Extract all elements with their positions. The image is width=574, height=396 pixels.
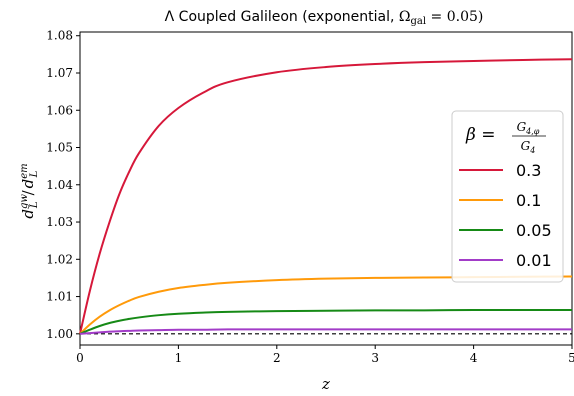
- legend-box: [451, 110, 564, 283]
- y-tick-label: 1.07: [46, 66, 73, 80]
- series-line-0.05: [79, 308, 572, 335]
- y-tick-label: 1.02: [46, 252, 73, 266]
- legend-title: β = G4,φ G4: [465, 120, 546, 155]
- x-tick-label: 1: [175, 351, 183, 365]
- y-tick-label: 1.03: [46, 215, 73, 229]
- legend-label-0.1: 0.1: [516, 191, 541, 210]
- legend-label-0.01: 0.01: [516, 251, 552, 270]
- x-tick-label: 0: [76, 351, 84, 365]
- y-tick-label: 1.00: [46, 327, 73, 341]
- x-tick-label: 4: [470, 351, 478, 365]
- legend-title-denominator: G4: [521, 139, 536, 155]
- series-line-0.3: [79, 58, 573, 335]
- y-axis: 1.00 1.01 1.02 1.03 1.04 1.05 1.06 1.07 1.08: [46, 29, 80, 341]
- series-line-0.1: [79, 275, 573, 335]
- legend-label-0.05: 0.05: [516, 221, 552, 240]
- y-tick-label: 1.01: [46, 290, 73, 304]
- legend: β = G4,φ G4 0.3 0.1 0.05 0.01: [451, 110, 564, 283]
- x-axis: 0 1 2 3 4 5: [76, 345, 574, 365]
- x-tick-label: 3: [371, 351, 379, 365]
- series-line-0.01: [79, 328, 572, 335]
- y-tick-label: 1.06: [46, 103, 73, 117]
- legend-title-beta: β =: [465, 125, 495, 145]
- y-tick-label: 1.08: [46, 29, 73, 43]
- x-tick-label: 2: [273, 351, 281, 365]
- plot-frame: [79, 31, 573, 346]
- legend-title-numerator: G4,φ: [517, 120, 540, 136]
- x-tick-label: 5: [568, 351, 574, 365]
- series-layer: [79, 58, 573, 335]
- x-axis-label: z: [321, 375, 330, 393]
- chart-title: Λ Coupled Galileon (exponential, Ωgal = …: [165, 9, 484, 27]
- plot-area: [79, 31, 573, 346]
- y-tick-label: 1.04: [46, 178, 73, 192]
- legend-entries: 0.3 0.1 0.05 0.01: [459, 161, 552, 270]
- y-tick-label: 1.05: [46, 141, 73, 155]
- y-axis-label: dgwL/demL: [19, 163, 40, 218]
- legend-label-0.3: 0.3: [516, 161, 541, 180]
